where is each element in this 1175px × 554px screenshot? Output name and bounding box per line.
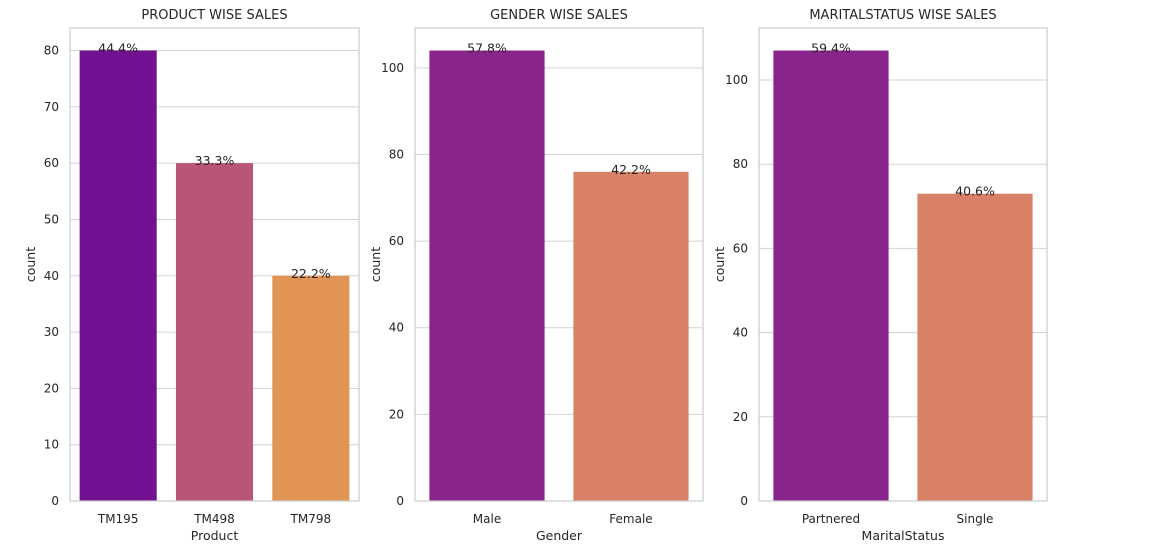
y-tick-label: 60 xyxy=(733,241,748,255)
y-tick-label: 100 xyxy=(725,73,748,87)
chart-product: 0 10 20 30 40 50 60 70 80 44.4% TM195 33.3% TM498 22.… xyxy=(23,8,360,543)
x-axis-label: MaritalStatus xyxy=(862,528,945,543)
y-tick-label: 30 xyxy=(44,325,59,339)
y-tick-label: 60 xyxy=(389,234,404,248)
plot-frame xyxy=(69,27,360,502)
bar-tm195 xyxy=(79,50,157,502)
bar-partnered xyxy=(773,50,889,502)
y-tick-label: 20 xyxy=(733,410,748,424)
bar-female xyxy=(573,171,689,502)
bar-tm498 xyxy=(175,163,254,501)
chart-title: PRODUCT WISE SALES xyxy=(141,8,287,23)
y-tick-label: 70 xyxy=(44,100,59,114)
y-tick-label: 0 xyxy=(51,494,59,508)
y-tick-label: 20 xyxy=(44,381,59,395)
data-label-female: 42.2% xyxy=(611,162,651,177)
data-label-tm498: 33.3% xyxy=(195,153,235,168)
y-tick-label: 0 xyxy=(396,494,404,508)
x-axis-label: Product xyxy=(191,528,239,543)
y-tick-label: 40 xyxy=(389,321,404,335)
x-tick-label-male: Male xyxy=(473,512,501,526)
data-label-single: 40.6% xyxy=(955,184,995,199)
x-axis-label: Gender xyxy=(536,528,583,543)
chart-maritalstatus: 0 20 40 60 80 100 59.4% Partnered 40.6% Single MAR… xyxy=(712,8,1048,543)
y-tick-label: 50 xyxy=(44,212,59,226)
bar-single xyxy=(917,193,1033,501)
data-label-tm195: 44.4% xyxy=(98,41,138,56)
chart-title: GENDER WISE SALES xyxy=(490,8,628,23)
y-tick-label: 40 xyxy=(733,326,748,340)
plot-frame xyxy=(414,27,704,502)
bar-tm798 xyxy=(272,275,350,501)
x-tick-label-female: Female xyxy=(609,512,652,526)
y-axis-label: count xyxy=(23,247,38,282)
y-axis-label: count xyxy=(368,247,383,282)
y-tick-label: 60 xyxy=(44,156,59,170)
x-tick-label-tm498: TM498 xyxy=(193,512,235,526)
chart-gender: 0 20 40 60 80 100 57.8% Male 42.2% Female GENDER W… xyxy=(368,8,704,543)
y-axis-label: count xyxy=(712,247,727,282)
plot-frame xyxy=(758,27,1048,502)
y-tick-label: 40 xyxy=(44,269,59,283)
y-tick-label: 80 xyxy=(44,44,59,58)
y-tick-label: 80 xyxy=(733,157,748,171)
y-tick-label: 100 xyxy=(381,61,404,75)
x-tick-label-tm195: TM195 xyxy=(97,512,139,526)
x-tick-label-partnered: Partnered xyxy=(802,512,860,526)
y-tick-label: 20 xyxy=(389,407,404,421)
y-tick-label: 10 xyxy=(44,438,59,452)
data-label-male: 57.8% xyxy=(467,41,507,56)
y-tick-label: 80 xyxy=(389,147,404,161)
y-tick-label: 0 xyxy=(740,494,748,508)
bar-male xyxy=(429,50,545,502)
data-label-tm798: 22.2% xyxy=(291,266,331,281)
x-tick-label-tm798: TM798 xyxy=(290,512,332,526)
chart-title: MARITALSTATUS WISE SALES xyxy=(809,8,996,23)
x-tick-label-single: Single xyxy=(957,512,994,526)
data-label-partnered: 59.4% xyxy=(811,41,851,56)
